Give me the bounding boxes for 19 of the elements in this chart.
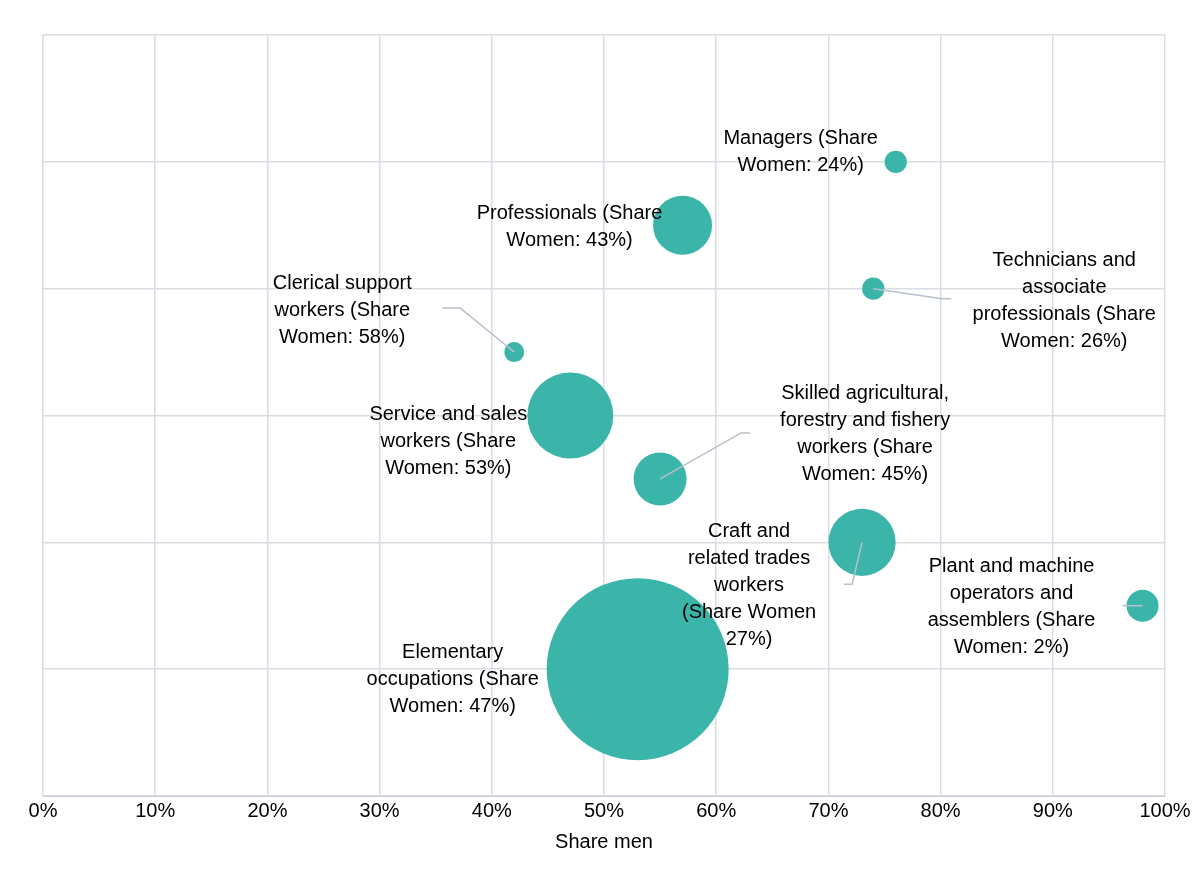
x-tick-label: 80% xyxy=(920,798,961,821)
x-tick-label: 0% xyxy=(28,798,58,821)
annotation: Plant and machine operators and assemblers (Share Women: 2%) xyxy=(927,553,1096,657)
x-axis-title: Share men xyxy=(555,829,653,852)
x-tick-label: 100% xyxy=(1139,798,1191,821)
annotation: Clerical support workers (Share Women: 58%) xyxy=(272,270,413,347)
x-tick-label: 40% xyxy=(471,798,513,821)
x-tick-label: 90% xyxy=(1032,798,1074,821)
annotation: Managers (Share Women: 24%) xyxy=(723,125,878,175)
annotation: Service and sales workers (Share Women: 53%) xyxy=(369,402,528,479)
x-tick-label: 30% xyxy=(359,798,400,821)
annotation: Technicians and associate professionals (Share Women: 26%) xyxy=(972,247,1156,351)
annotation: Elementary occupations (Share Women: 47%) xyxy=(366,639,539,716)
x-tick-label: 50% xyxy=(583,798,625,821)
x-tick-label: 70% xyxy=(808,798,849,821)
x-tick-label: 20% xyxy=(247,798,288,821)
x-tick-label: 60% xyxy=(696,798,737,821)
x-tick-label: 10% xyxy=(135,798,176,821)
annotation: Skilled agricultural, forestry and fishery workers (Share Women: 45%) xyxy=(780,380,951,484)
